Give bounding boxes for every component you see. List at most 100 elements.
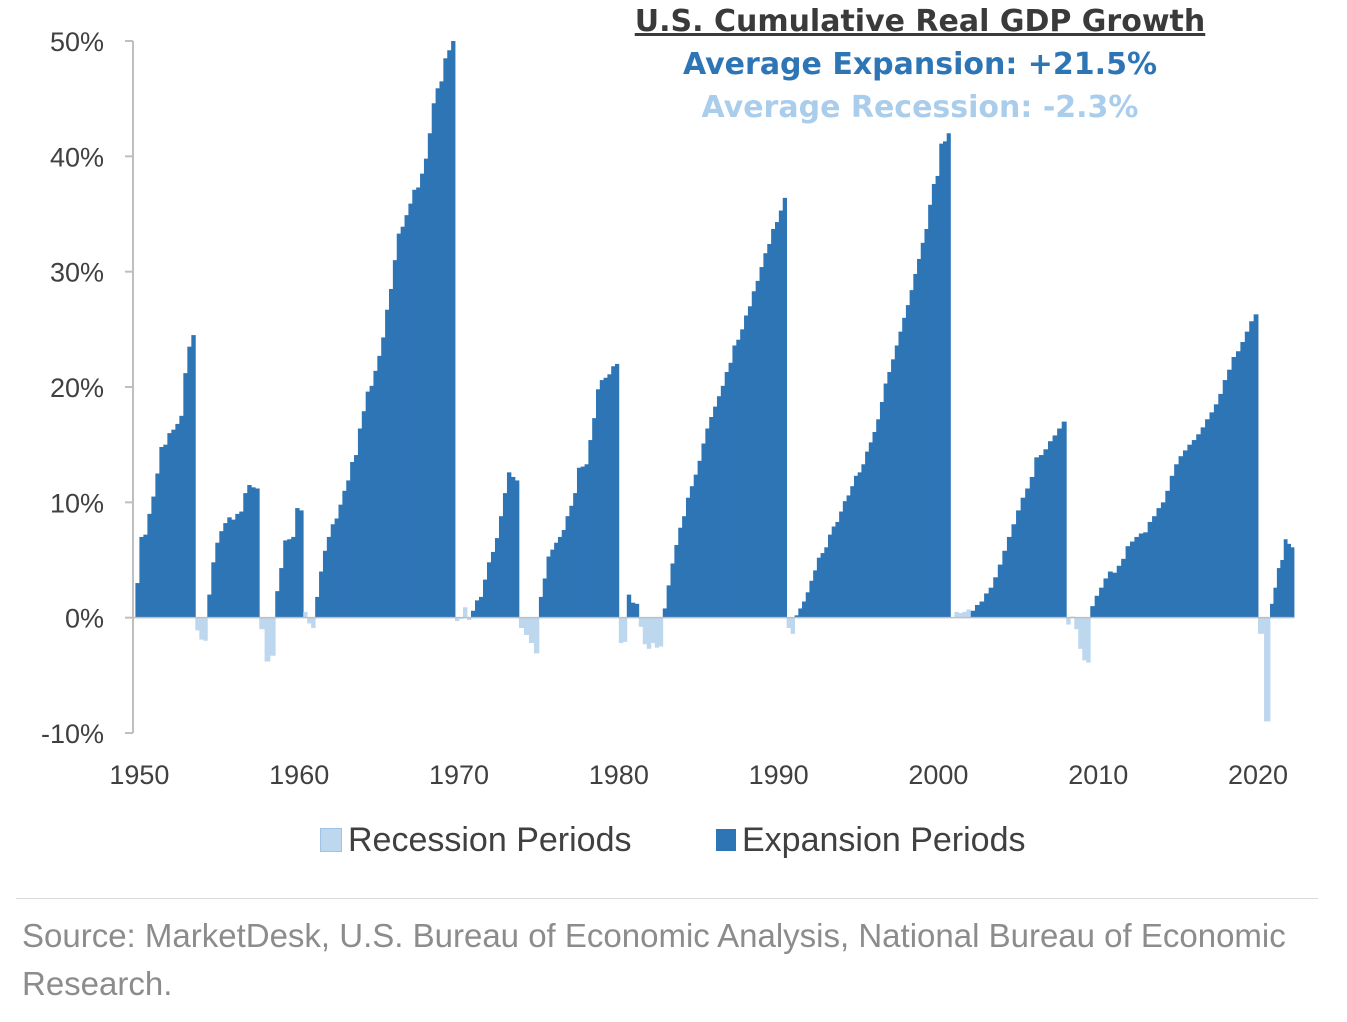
recession-bar-7-4	[650, 617, 656, 644]
expansion-bar-3-7	[299, 510, 304, 618]
expansion-bar-11-24	[1191, 440, 1197, 618]
expansion-bar-3-2	[279, 568, 284, 618]
expansion-bar-9-3	[802, 601, 807, 618]
expansion-bar-9-29	[898, 331, 903, 618]
recession-bar-11-2	[1264, 617, 1271, 722]
expansion-bar-9-34	[917, 258, 922, 618]
expansion-bar-9-36	[924, 228, 929, 618]
expansion-bar-6-12	[580, 466, 585, 618]
recession-bar-10-4	[1078, 617, 1083, 649]
expansion-bar-11-25	[1196, 434, 1202, 618]
expansion-bar-8-22	[744, 315, 749, 618]
expansion-bar-11-18	[1165, 490, 1171, 618]
expansion-bar-2-6	[227, 517, 232, 618]
recession-bar-4-1	[455, 617, 460, 622]
expansion-bar-11-19	[1169, 475, 1175, 618]
x-tick-label: 2020	[1228, 760, 1288, 790]
expansion-bar-11-11	[1134, 536, 1140, 618]
recession-bar-1-1	[195, 617, 200, 631]
expansion-bar-4-10	[350, 461, 355, 618]
recession-bar-9-4	[966, 609, 971, 618]
expansion-bar-6-13	[584, 464, 589, 618]
expansion-bar-2-2	[211, 562, 216, 618]
expansion-bar-10-19	[1052, 435, 1058, 618]
expansion-bar-4-30	[427, 133, 433, 618]
expansion-bar-3-6	[295, 508, 300, 618]
expansion-bar-10-3	[979, 601, 985, 618]
expansion-bar-8-1	[662, 608, 668, 618]
expansion-bar-1-3	[143, 534, 148, 618]
y-tick-label: 40%	[50, 142, 104, 172]
expansion-bar-8-29	[771, 228, 776, 618]
expansion-bar-9-38	[931, 184, 936, 618]
legend-label-expansion: Expansion Periods	[742, 820, 1026, 859]
expansion-bar-10-14	[1029, 476, 1035, 618]
expansion-bar-4-36	[451, 41, 456, 618]
expansion-bar-6-8	[565, 516, 570, 618]
recession-bar-8-2	[790, 617, 796, 634]
recession-bar-6-1	[618, 617, 624, 644]
expansion-bar-4-23	[400, 226, 405, 618]
expansion-bar-4-35	[447, 50, 452, 618]
expansion-bar-6-4	[550, 549, 555, 618]
expansion-bar-8-28	[767, 243, 772, 618]
expansion-bar-8-32	[782, 197, 788, 618]
recession-bar-7-3	[646, 617, 652, 649]
x-tick-label: 1990	[749, 760, 809, 790]
recession-bar-4-4	[467, 617, 472, 620]
recession-bar-3-3	[311, 617, 316, 629]
expansion-bar-6-1	[538, 596, 544, 618]
expansion-bar-4-5	[330, 524, 335, 618]
recession-bar-5-4	[533, 617, 540, 654]
expansion-bar-4-6	[334, 518, 339, 618]
expansion-bar-10-2	[974, 604, 980, 618]
source-note: Source: MarketDesk, U.S. Bureau of Econo…	[22, 917, 1286, 1002]
recession-bar-2-1	[259, 617, 265, 630]
recession-bar-4-3	[463, 607, 468, 618]
expansion-bar-6-5	[554, 542, 559, 618]
expansion-bar-10-21	[1061, 421, 1067, 618]
expansion-bar-11-10	[1129, 541, 1135, 618]
expansion-bar-1-1	[135, 583, 140, 618]
expansion-bar-11-28	[1209, 412, 1215, 618]
expansion-bar-11-37	[1249, 321, 1255, 618]
expansion-bar-8-17	[724, 372, 729, 618]
expansion-bar-8-9	[693, 474, 698, 618]
y-tick-label: 50%	[50, 27, 104, 57]
expansion-bar-9-19	[861, 464, 866, 618]
expansion-bar-9-39	[935, 175, 940, 618]
expansion-bar-2-8	[235, 513, 240, 618]
expansion-bar-6-17	[599, 380, 604, 618]
recession-bar-7-6	[658, 617, 664, 647]
recession-bar-3-1	[303, 611, 308, 618]
expansion-bar-5-11	[510, 476, 516, 618]
recession-bar-9-1	[954, 611, 959, 618]
expansion-bar-11-8	[1121, 558, 1126, 618]
chart-legend: Recession Periods Expansion Periods	[0, 816, 1347, 864]
expansion-bar-8-18	[728, 362, 733, 618]
legend-swatch-expansion	[716, 829, 736, 851]
expansion-bar-9-23	[876, 419, 881, 618]
expansion-bar-10-10	[1011, 524, 1017, 618]
expansion-bar-11-3	[1099, 587, 1104, 618]
expansion-bar-1-15	[191, 335, 196, 618]
expansion-bar-12-6	[1287, 543, 1291, 618]
y-tick-label: -10%	[41, 719, 104, 749]
expansion-bar-4-4	[326, 536, 332, 618]
expansion-bar-11-1	[1090, 606, 1096, 618]
expansion-bar-5-3	[478, 596, 484, 618]
expansion-bar-3-3	[283, 540, 288, 618]
expansion-bar-8-10	[697, 460, 702, 618]
expansion-bar-8-15	[716, 396, 722, 618]
expansion-bar-9-25	[883, 383, 888, 618]
expansion-bar-4-21	[392, 260, 398, 618]
expansion-bar-2-4	[219, 531, 224, 618]
expansion-bar-11-9	[1125, 546, 1131, 618]
recession-bar-7-5	[654, 617, 660, 648]
expansion-bar-11-16	[1156, 508, 1162, 618]
expansion-bar-5-1	[470, 610, 476, 618]
expansion-bar-9-15	[846, 495, 851, 618]
expansion-bar-6-6	[557, 536, 563, 618]
chart-bars	[135, 41, 1295, 722]
expansion-bar-4-22	[396, 233, 402, 618]
